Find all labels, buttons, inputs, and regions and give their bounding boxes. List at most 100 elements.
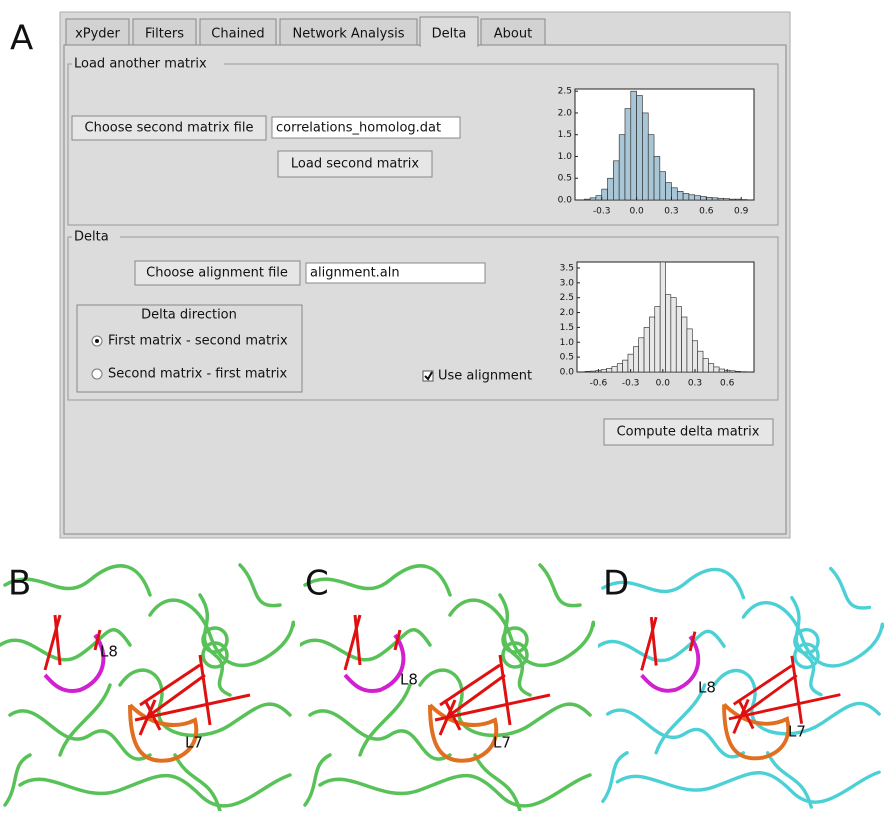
bar [687, 329, 692, 372]
radio-group-title: Delta direction [141, 308, 237, 323]
bar [706, 197, 712, 200]
bar [637, 96, 643, 200]
panel-c: C L8 L7 [300, 564, 595, 812]
annotation: L7 [493, 734, 511, 752]
y-tick-label: 0.5 [558, 174, 572, 184]
y-tick-label: 2.5 [560, 293, 574, 303]
radio-label[interactable]: First matrix - second matrix [108, 334, 288, 349]
bar [677, 191, 683, 200]
tab-label[interactable]: Network Analysis [293, 27, 405, 42]
y-tick-label: 3.0 [560, 278, 575, 288]
bar [631, 91, 637, 200]
bar [682, 317, 687, 372]
y-tick-label: 1.5 [560, 323, 574, 333]
panel-label: D [603, 564, 629, 604]
group-title: Load another matrix [74, 57, 207, 72]
tab-label[interactable]: About [494, 27, 532, 42]
bar [703, 359, 708, 372]
x-tick-label: -0.3 [622, 379, 640, 389]
panel-label: C [305, 564, 329, 604]
radio-label[interactable]: Second matrix - first matrix [108, 367, 288, 382]
y-tick-label: 2.0 [560, 308, 575, 318]
x-tick-label: 0.6 [699, 207, 714, 217]
bar [608, 178, 614, 200]
bar [590, 198, 596, 200]
y-tick-label: 2.0 [558, 108, 573, 118]
text-field-value[interactable]: correlations_homolog.dat [276, 121, 441, 136]
bar [648, 135, 654, 200]
bar [666, 183, 672, 200]
checkbox-label[interactable]: Use alignment [438, 369, 532, 384]
y-tick-label: 0.0 [560, 368, 575, 378]
annotation: L8 [698, 679, 716, 697]
tab-label[interactable]: Filters [145, 27, 184, 42]
y-tick-label: 0.5 [560, 353, 574, 363]
y-tick-label: 1.0 [560, 338, 575, 348]
radio-button[interactable] [92, 369, 102, 379]
bar [623, 360, 628, 372]
bar [602, 189, 608, 200]
button-label[interactable]: Choose alignment file [146, 266, 288, 281]
bar [683, 193, 689, 200]
bar [655, 307, 660, 372]
bar [607, 368, 612, 372]
bar [735, 371, 740, 372]
bar [654, 156, 660, 200]
bar [730, 199, 736, 200]
panel-d: D L8 L7 [598, 564, 884, 808]
button-label[interactable]: Compute delta matrix [617, 425, 760, 440]
panel-b: B L8 L7 [0, 564, 295, 812]
bar [639, 338, 644, 372]
x-tick-label: 0.3 [688, 379, 702, 389]
x-tick-label: 0.6 [720, 379, 735, 389]
tab-bar: xPyder Filters Chained Network Analysis Delt… [66, 17, 545, 47]
button-label[interactable]: Choose second matrix file [85, 121, 254, 136]
figure-label: A [10, 19, 33, 59]
bar [590, 371, 595, 372]
y-tick-label: 3.5 [560, 263, 574, 273]
annotation: L8 [100, 643, 118, 661]
radio-dot [95, 339, 99, 343]
x-tick-label: 0.0 [656, 379, 671, 389]
x-tick-label: -0.3 [593, 207, 611, 217]
tab-label[interactable]: Delta [432, 27, 467, 42]
bar [735, 199, 741, 200]
bar [671, 298, 676, 372]
button-label[interactable]: Load second matrix [291, 157, 419, 172]
bar [585, 371, 590, 372]
annotation: L7 [185, 734, 203, 752]
bar [642, 113, 648, 200]
bar [619, 135, 625, 200]
bar [633, 347, 638, 372]
x-tick-label: -0.6 [590, 379, 608, 389]
bar [671, 188, 677, 200]
bar [601, 370, 606, 372]
bar [660, 262, 665, 372]
tab-label[interactable]: xPyder [75, 27, 120, 42]
bar [695, 196, 701, 200]
bar [596, 196, 602, 200]
text-field-value[interactable]: alignment.aln [310, 266, 400, 281]
x-tick-label: 0.3 [664, 207, 678, 217]
bar [730, 371, 735, 372]
bar [666, 295, 671, 372]
bar [612, 367, 617, 372]
annotation: L8 [400, 671, 418, 689]
group-title: Delta [74, 230, 109, 245]
bar [649, 317, 654, 372]
tab-label[interactable]: Chained [211, 27, 264, 42]
bar [644, 327, 649, 372]
bar [719, 369, 724, 372]
x-tick-label: 0.0 [629, 207, 644, 217]
bar [718, 198, 724, 200]
bar [714, 367, 719, 372]
bar [689, 195, 695, 200]
bar [676, 307, 681, 372]
tab-join [421, 44, 477, 47]
bar [692, 341, 697, 372]
bar [625, 109, 631, 200]
bar [701, 197, 707, 200]
y-tick-label: 1.0 [558, 152, 573, 162]
